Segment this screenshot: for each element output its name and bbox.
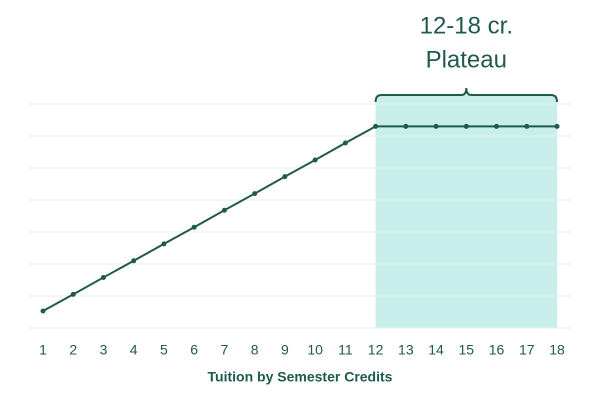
x-tick-label: 11 xyxy=(338,342,353,358)
point xyxy=(554,123,560,129)
point xyxy=(403,123,409,129)
x-tick-label: 3 xyxy=(100,342,108,358)
x-tick-label: 2 xyxy=(69,342,77,358)
point xyxy=(373,123,379,129)
point xyxy=(252,191,258,197)
x-tick-label: 10 xyxy=(307,342,323,358)
x-tick-label: 8 xyxy=(251,342,259,358)
x-tick-label: 9 xyxy=(281,342,289,358)
x-tick-label: 14 xyxy=(428,342,444,358)
point xyxy=(70,291,76,297)
point xyxy=(161,241,167,247)
plateau-brace xyxy=(374,87,558,103)
x-tick-label: 13 xyxy=(398,342,414,358)
plateau-shade xyxy=(375,95,557,328)
point xyxy=(100,274,106,280)
line xyxy=(42,125,557,312)
x-tick-label: 12 xyxy=(368,342,384,358)
x-tick-label: 1 xyxy=(39,342,47,358)
point xyxy=(494,123,500,129)
point xyxy=(40,308,46,314)
annotation-text: 12-18 cr. xyxy=(420,12,513,39)
point xyxy=(312,157,318,163)
annotation-text: Plateau xyxy=(426,46,507,73)
x-tick-label: 16 xyxy=(489,342,505,358)
x-tick-label: 18 xyxy=(549,342,565,358)
x-axis-label: Tuition by Semester Credits xyxy=(208,369,393,385)
point xyxy=(433,123,439,129)
point xyxy=(342,140,348,146)
point xyxy=(221,207,227,213)
point xyxy=(191,224,197,230)
point xyxy=(282,174,288,180)
point xyxy=(463,123,469,129)
x-tick-label: 15 xyxy=(459,342,475,358)
x-tick-label: 4 xyxy=(130,342,138,358)
x-tick-label: 6 xyxy=(190,342,198,358)
point xyxy=(524,123,530,129)
x-tick-label: 5 xyxy=(160,342,168,358)
x-tick-label: 17 xyxy=(519,342,535,358)
x-tick-label: 7 xyxy=(221,342,229,358)
point xyxy=(131,258,137,264)
